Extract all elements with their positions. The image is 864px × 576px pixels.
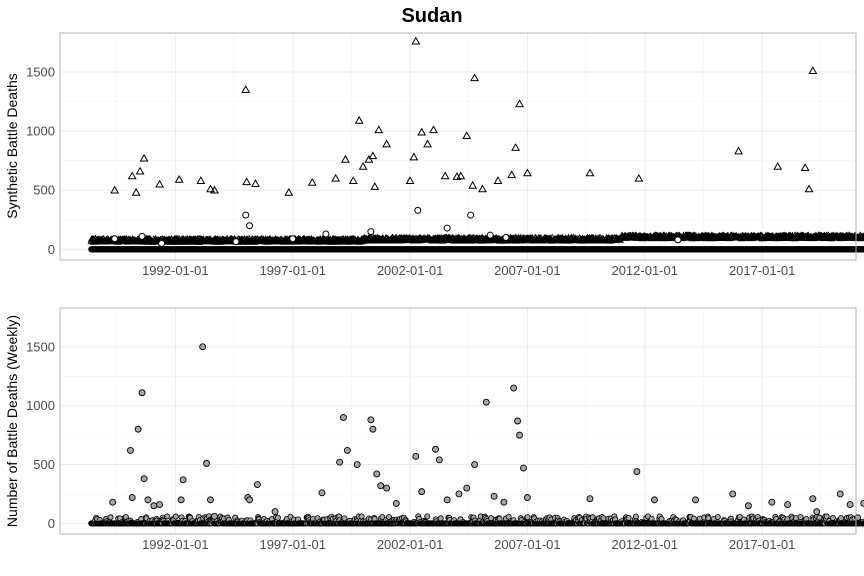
- data-point-triangle: [462, 131, 472, 140]
- data-point-triangle: [331, 173, 341, 182]
- top-panel: 0 500 1000 1500 1992-01-01 1997-01-01 2002-01…: [4, 32, 864, 278]
- data-point-triangle: [511, 143, 521, 151]
- data-point-triangle: [196, 176, 206, 184]
- data-point-circle: [158, 239, 166, 247]
- data-point-triangle: [409, 152, 419, 161]
- data-point-triangle: [417, 127, 427, 136]
- top-x-ticks: 1992-01-01 1997-01-01 2002-01-01 2007-01-01…: [142, 263, 795, 278]
- data-point-triangle: [155, 179, 165, 188]
- band-point: [505, 513, 512, 520]
- data-point-circle: [467, 211, 475, 219]
- data-point-triangle: [242, 177, 252, 186]
- data-point-circle: [674, 236, 682, 244]
- data-point-triangle: [241, 85, 251, 93]
- band-point: [274, 514, 281, 521]
- data-point-triangle: [423, 139, 433, 148]
- data-point-triangle: [468, 180, 478, 189]
- band-point: [600, 515, 607, 522]
- data-point-triangle: [440, 171, 450, 180]
- band-point: [164, 513, 171, 520]
- data-point-triangle: [251, 179, 260, 187]
- y-tick-label: 1500: [26, 65, 55, 80]
- x-tick-label: 1992-01-01: [142, 263, 209, 278]
- data-point-circle: [289, 235, 297, 243]
- top-background-band: [87, 231, 864, 253]
- x-tick-label: 2002-01-01: [377, 263, 444, 278]
- data-point-triangle: [307, 177, 317, 186]
- data-point-triangle: [358, 161, 368, 170]
- data-point-circle: [246, 222, 254, 230]
- data-point-triangle: [368, 151, 378, 160]
- data-point-triangle: [734, 146, 744, 155]
- data-point-triangle: [634, 173, 644, 182]
- band-point: [488, 515, 495, 522]
- x-tick-label: 2017-01-01: [729, 263, 796, 278]
- data-point-triangle: [354, 115, 364, 124]
- top-marks: [110, 36, 818, 247]
- y-tick-label: 500: [33, 183, 55, 198]
- data-point-triangle: [804, 184, 814, 193]
- x-tick-label: 1997-01-01: [259, 263, 326, 278]
- band-point: [341, 515, 348, 522]
- data-point-triangle: [370, 182, 380, 190]
- data-point-circle: [138, 232, 146, 240]
- y-tick-label: 0: [48, 242, 55, 257]
- chart-title: Sudan: [401, 5, 462, 27]
- data-point-triangle: [585, 168, 595, 177]
- band-point: [437, 515, 444, 522]
- band-point: [358, 513, 365, 520]
- data-point-circle: [502, 234, 510, 242]
- bottom-background-band: [88, 513, 864, 527]
- data-point-triangle: [800, 163, 810, 171]
- data-point-triangle: [429, 125, 438, 134]
- data-point-triangle: [340, 154, 350, 163]
- data-point-circle: [111, 235, 119, 243]
- band-point: [424, 513, 431, 520]
- band-point: [625, 514, 632, 521]
- data-point-circle: [367, 228, 375, 236]
- data-point-triangle: [374, 125, 384, 134]
- data-point-circle: [414, 206, 422, 214]
- data-point-triangle: [174, 174, 184, 183]
- top-grid: [60, 33, 856, 260]
- data-point-circle: [322, 230, 330, 238]
- data-point-triangle: [773, 161, 783, 170]
- data-point-triangle: [808, 66, 818, 75]
- data-point-triangle: [478, 184, 487, 193]
- data-point-circle: [443, 224, 451, 232]
- data-point-triangle: [127, 171, 137, 180]
- data-point-circle: [242, 211, 250, 219]
- band-point: [524, 514, 531, 521]
- data-point-triangle: [139, 153, 149, 162]
- y-tick-label: 1000: [26, 124, 55, 139]
- data-point-triangle: [382, 139, 392, 148]
- data-point-triangle: [507, 170, 517, 179]
- data-point-triangle: [348, 176, 358, 184]
- x-tick-label: 2007-01-01: [494, 263, 561, 278]
- data-point-circle: [232, 238, 240, 246]
- data-point-triangle: [493, 176, 503, 184]
- x-tick-label: 2012-01-01: [611, 263, 678, 278]
- top-y-ticks: 0 500 1000 1500: [26, 65, 55, 257]
- data-point-triangle: [135, 166, 145, 175]
- top-panel-border: [59, 32, 857, 261]
- data-point-triangle: [470, 73, 480, 82]
- data-point-circle: [486, 231, 494, 239]
- data-point-triangle: [411, 36, 421, 45]
- top-y-axis-label: Synthetic Battle Deaths: [4, 73, 20, 219]
- band-point: [172, 513, 179, 520]
- band-point: [107, 514, 114, 521]
